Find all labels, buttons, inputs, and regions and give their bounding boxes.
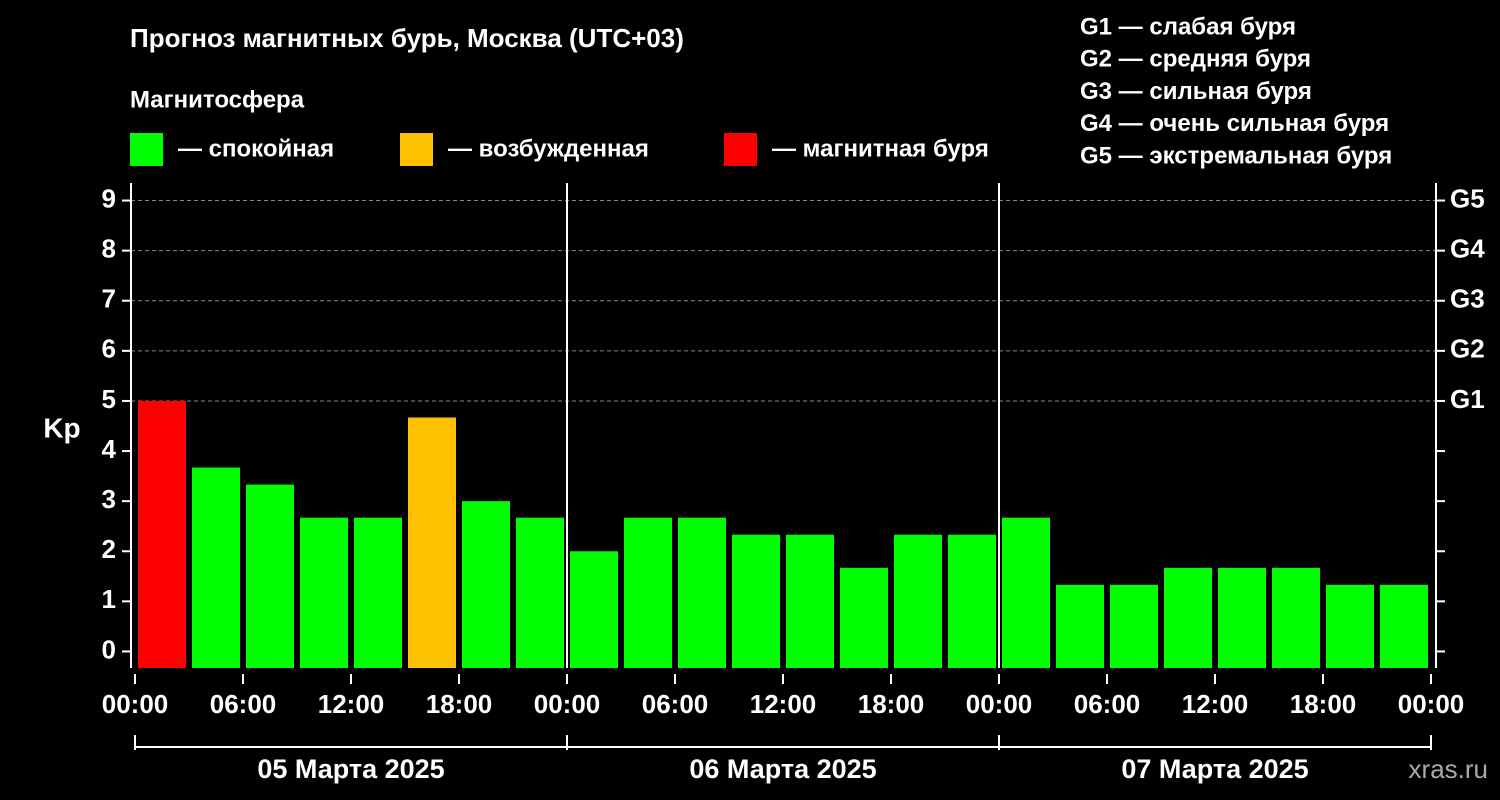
legend-swatch xyxy=(724,133,757,166)
bar xyxy=(948,534,996,668)
day-label: 06 Марта 2025 xyxy=(689,754,876,784)
scale-note: G5 — экстремальная буря xyxy=(1080,143,1392,170)
legend-label: — спокойная xyxy=(178,135,334,162)
day-label: 07 Марта 2025 xyxy=(1121,754,1308,784)
y-tick-label: 8 xyxy=(102,234,116,264)
bar xyxy=(678,517,726,668)
bar xyxy=(840,567,888,668)
y-axis-label: Kp xyxy=(43,412,80,443)
watermark: xras.ru xyxy=(1409,754,1488,784)
y-tick-label: 1 xyxy=(102,584,116,614)
y-tick-label: 2 xyxy=(102,534,116,564)
y2-tick-label: G5 xyxy=(1450,183,1485,213)
bar xyxy=(1218,567,1266,668)
legend-label: — магнитная буря xyxy=(772,135,989,162)
scale-note: G1 — слабая буря xyxy=(1080,13,1296,40)
y-tick-label: 0 xyxy=(102,634,116,664)
bar xyxy=(1110,584,1158,668)
bar xyxy=(1272,567,1320,668)
x-tick-label: 06:00 xyxy=(1074,689,1141,719)
legend-swatch xyxy=(400,133,433,166)
scale-note: G3 — сильная буря xyxy=(1080,78,1312,105)
y-tick-label: 6 xyxy=(102,334,116,364)
chart-title: Прогноз магнитных бурь, Москва (UTC+03) xyxy=(130,23,684,53)
x-tick-label: 06:00 xyxy=(642,689,709,719)
bar xyxy=(1002,517,1050,668)
y2-tick-label: G2 xyxy=(1450,334,1485,364)
x-tick-label: 18:00 xyxy=(426,689,493,719)
bar xyxy=(1326,584,1374,668)
x-tick-label: 00:00 xyxy=(1398,689,1465,719)
x-tick-label: 12:00 xyxy=(750,689,817,719)
y-tick-label: 4 xyxy=(102,434,117,464)
bar xyxy=(894,534,942,668)
y2-tick-label: G3 xyxy=(1450,284,1485,314)
x-tick-label: 12:00 xyxy=(318,689,385,719)
bar xyxy=(462,501,510,668)
scale-note: G2 — средняя буря xyxy=(1080,46,1311,73)
bar xyxy=(138,400,186,668)
bar xyxy=(1056,584,1104,668)
bar xyxy=(732,534,780,668)
y-tick-label: 3 xyxy=(102,484,116,514)
x-tick-label: 06:00 xyxy=(210,689,277,719)
bar xyxy=(786,534,834,668)
x-tick-label: 12:00 xyxy=(1182,689,1249,719)
subtitle: Магнитосфера xyxy=(130,86,305,113)
scale-note: G4 — очень сильная буря xyxy=(1080,110,1389,137)
bar xyxy=(354,517,402,668)
legend-label: — возбужденная xyxy=(448,135,649,162)
y2-tick-label: G1 xyxy=(1450,384,1485,414)
bar xyxy=(516,517,564,668)
y2-tick-label: G4 xyxy=(1450,234,1485,264)
x-tick-label: 00:00 xyxy=(966,689,1033,719)
bar xyxy=(300,517,348,668)
bar xyxy=(570,551,618,668)
bar xyxy=(624,517,672,668)
x-tick-label: 18:00 xyxy=(858,689,925,719)
y-tick-label: 7 xyxy=(102,284,116,314)
bar xyxy=(192,467,240,668)
x-tick-label: 18:00 xyxy=(1290,689,1357,719)
y-tick-label: 5 xyxy=(102,384,116,414)
bar xyxy=(408,417,456,668)
y-tick-label: 9 xyxy=(102,183,116,213)
x-tick-label: 00:00 xyxy=(102,689,169,719)
legend-swatch xyxy=(130,133,163,166)
x-tick-label: 00:00 xyxy=(534,689,601,719)
day-label: 05 Марта 2025 xyxy=(257,754,444,784)
bar xyxy=(1380,584,1428,668)
bar xyxy=(1164,567,1212,668)
bar xyxy=(246,484,294,668)
